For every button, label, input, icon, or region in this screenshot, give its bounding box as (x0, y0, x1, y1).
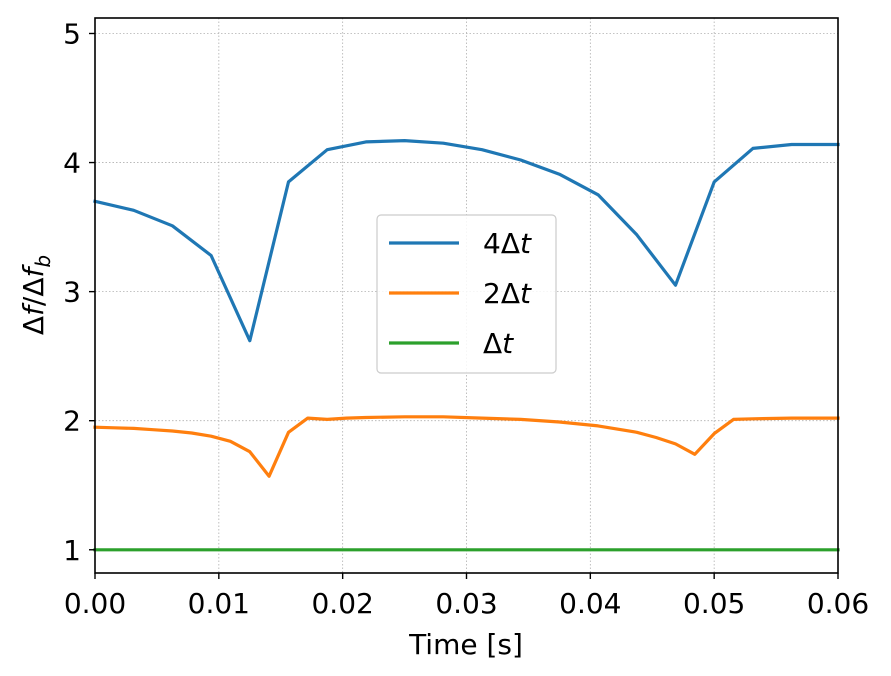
x-tick-label: 0.00 (64, 587, 126, 620)
x-axis-title: Time [s] (408, 628, 523, 661)
x-tick-label: 0.01 (188, 587, 250, 620)
legend: 4Δt 2Δt Δt (376, 214, 557, 374)
legend-label-3: Δt (483, 327, 514, 360)
y-tick-label: 5 (63, 17, 81, 50)
y-ticks: 1 2 3 4 5 (63, 17, 95, 567)
x-tick-label: 0.04 (559, 587, 621, 620)
y-tick-label: 4 (63, 147, 81, 180)
y-tick-label: 1 (63, 534, 81, 567)
x-tick-label: 0.02 (311, 587, 373, 620)
x-ticks: 0.00 0.01 0.02 0.03 0.04 0.05 0.06 (64, 573, 869, 620)
y-tick-label: 2 (63, 405, 81, 438)
series-group (93, 139, 840, 552)
series-line-1 (93, 139, 840, 343)
series-line-2 (93, 415, 840, 478)
y-tick-label: 3 (63, 276, 81, 309)
legend-label-1: 4Δt (483, 227, 532, 260)
legend-label-2: 2Δt (483, 277, 532, 310)
x-tick-label: 0.03 (435, 587, 497, 620)
legend-box (376, 214, 557, 374)
x-tick-label: 0.05 (683, 587, 745, 620)
x-tick-label: 0.06 (807, 587, 869, 620)
